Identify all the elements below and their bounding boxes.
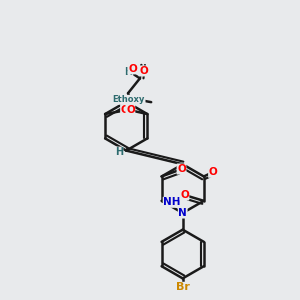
Text: O: O: [208, 167, 217, 177]
Text: O: O: [139, 66, 148, 76]
Text: O: O: [177, 164, 186, 174]
Text: H: H: [124, 68, 133, 77]
Text: O: O: [180, 190, 189, 200]
Text: O: O: [121, 105, 129, 115]
Text: Br: Br: [176, 282, 190, 292]
Text: O: O: [126, 105, 135, 115]
Text: O: O: [128, 64, 137, 74]
Text: NH: NH: [163, 197, 181, 207]
Text: H: H: [115, 147, 123, 157]
Text: N: N: [178, 208, 187, 218]
Text: Ethoxy: Ethoxy: [113, 95, 145, 104]
